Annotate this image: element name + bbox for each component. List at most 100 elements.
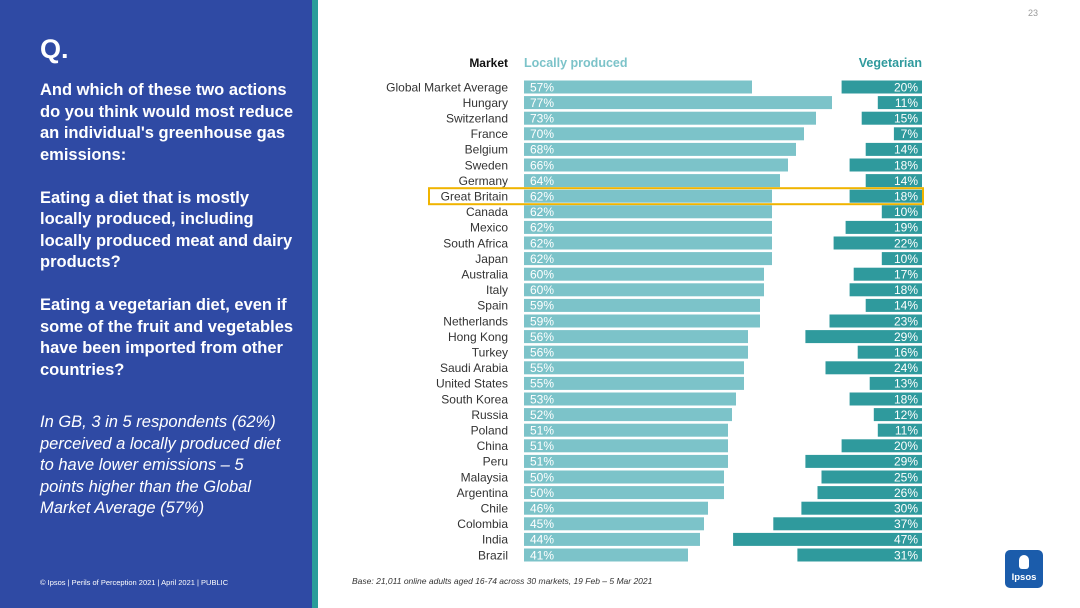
local-value-label: 62% (530, 221, 554, 235)
vegetarian-value-label: 14% (894, 299, 918, 313)
vegetarian-value-label: 16% (894, 346, 918, 360)
local-value-label: 68% (530, 143, 554, 157)
local-value-label: 56% (530, 330, 554, 344)
vegetarian-value-label: 14% (894, 143, 918, 157)
local-bar (524, 252, 772, 266)
vegetarian-value-label: 18% (894, 158, 918, 172)
vegetarian-bar (881, 205, 922, 219)
vegetarian-bar (733, 532, 922, 546)
local-value-label: 50% (530, 470, 554, 484)
base-note: Base: 21,011 online adults aged 16-74 ac… (352, 576, 653, 586)
local-value-label: 60% (530, 268, 554, 282)
vegetarian-value-label: 31% (894, 548, 918, 562)
local-value-label: 73% (530, 112, 554, 126)
vegetarian-bar (849, 158, 922, 172)
local-bar (524, 330, 748, 344)
vegetarian-bar (849, 392, 922, 406)
vegetarian-bar (841, 80, 922, 94)
local-bar (524, 486, 724, 500)
footer-copyright: © Ipsos | Perils of Perception 2021 | Ap… (40, 578, 229, 587)
local-value-label: 51% (530, 424, 554, 438)
market-label: Canada (466, 205, 508, 219)
vegetarian-bar (881, 252, 922, 266)
market-label: Spain (477, 299, 508, 313)
local-value-label: 52% (530, 408, 554, 422)
vegetarian-bar (857, 345, 922, 359)
vegetarian-bar (865, 174, 922, 188)
market-label: France (471, 127, 509, 141)
vegetarian-bar (773, 517, 922, 531)
local-value-label: 56% (530, 346, 554, 360)
local-bar (524, 501, 708, 515)
ipsos-logo: Ipsos (1005, 550, 1043, 588)
vegetarian-value-label: 25% (894, 470, 918, 484)
local-value-label: 62% (530, 205, 554, 219)
vegetarian-value-label: 20% (894, 80, 918, 94)
vegetarian-bar (877, 423, 922, 437)
local-bar (524, 376, 744, 390)
market-label: China (477, 439, 509, 453)
vegetarian-value-label: 11% (895, 96, 918, 110)
vegetarian-value-label: 18% (894, 190, 918, 204)
local-bar (524, 142, 796, 156)
vegetarian-bar (873, 408, 922, 422)
vegetarian-value-label: 23% (894, 314, 918, 328)
market-label: Germany (459, 174, 508, 188)
local-value-label: 51% (530, 455, 554, 469)
market-label: Italy (486, 283, 508, 297)
vegetarian-value-label: 15% (894, 112, 918, 126)
local-bar (524, 517, 704, 531)
header-market: Market (469, 56, 508, 70)
market-label: Turkey (472, 346, 508, 360)
vegetarian-value-label: 22% (894, 236, 918, 250)
local-bar (524, 205, 772, 219)
highlight-box (428, 187, 924, 206)
vegetarian-value-label: 26% (894, 486, 918, 500)
market-label: Chile (481, 502, 509, 516)
question-prompt: And which of these two actions do you th… (40, 81, 294, 164)
local-value-label: 77% (530, 96, 554, 110)
local-bar (524, 283, 764, 297)
market-label: Russia (471, 408, 508, 422)
local-bar (524, 532, 700, 546)
local-bar (524, 111, 816, 125)
market-label: Great Britain (441, 190, 508, 204)
local-value-label: 55% (530, 377, 554, 391)
local-value-label: 51% (530, 439, 554, 453)
vegetarian-bar (817, 486, 922, 500)
market-label: Sweden (465, 158, 508, 172)
local-bar (524, 392, 736, 406)
market-label: Japan (475, 252, 508, 266)
accent-stripe (312, 0, 318, 608)
market-label: Australia (461, 268, 508, 282)
local-bar (524, 298, 760, 312)
local-bar (524, 470, 724, 484)
local-bar (524, 80, 752, 94)
local-value-label: 55% (530, 361, 554, 375)
vegetarian-bar (805, 454, 922, 468)
insight-text: In GB, 3 in 5 respondents (62%) perceive… (40, 413, 281, 517)
vegetarian-bar (869, 376, 922, 390)
vegetarian-value-label: 18% (894, 283, 918, 297)
vegetarian-bar (841, 439, 922, 453)
vegetarian-bar (821, 470, 922, 484)
market-label: Saudi Arabia (440, 361, 508, 375)
market-label: Hong Kong (448, 330, 508, 344)
local-bar (524, 361, 744, 375)
vegetarian-bar (865, 142, 922, 156)
vegetarian-value-label: 12% (894, 408, 918, 422)
local-bar (524, 236, 772, 250)
market-label: Poland (471, 424, 508, 438)
local-value-label: 44% (530, 533, 554, 547)
local-value-label: 41% (530, 548, 554, 562)
market-label: Global Market Average (386, 80, 508, 94)
vegetarian-value-label: 20% (894, 439, 918, 453)
local-value-label: 70% (530, 127, 554, 141)
market-label: Brazil (478, 548, 508, 562)
local-value-label: 62% (530, 190, 554, 204)
market-label: Mexico (470, 221, 508, 235)
local-value-label: 66% (530, 158, 554, 172)
vegetarian-bar (833, 236, 922, 250)
market-label: Switzerland (446, 112, 508, 126)
vegetarian-value-label: 10% (894, 205, 918, 219)
